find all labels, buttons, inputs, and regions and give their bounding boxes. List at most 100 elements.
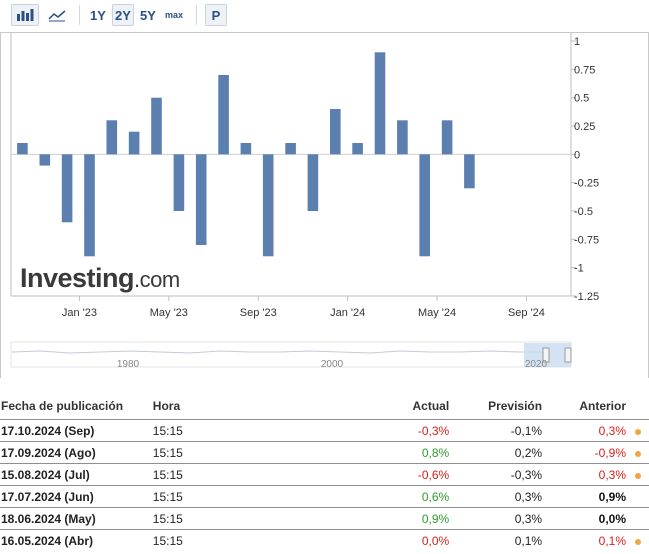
forecast-value: 0,2% (449, 441, 543, 464)
forecast-value: 0,3% (449, 507, 543, 530)
release-date: 17.07.2024 (Jun) (0, 485, 153, 508)
bar[interactable] (352, 143, 363, 155)
bar[interactable] (397, 120, 408, 155)
bar[interactable] (218, 75, 229, 155)
range-2y-button[interactable]: 2Y (112, 4, 134, 26)
y-tick-label: 0.25 (574, 121, 595, 133)
bar[interactable] (285, 143, 296, 155)
x-tick-label: Jan '24 (330, 307, 365, 319)
range-1y-button[interactable]: 1Y (90, 7, 106, 23)
range-max-button[interactable]: max (164, 10, 183, 20)
y-tick-label: -1.25 (574, 291, 599, 303)
table-row: 18.06.2024 (May) 15:15 0,9% 0,3% 0,0% (0, 507, 649, 530)
svg-text:Investing.com: Investing.com (20, 263, 180, 293)
x-tick-label: Sep '23 (240, 307, 277, 319)
table-row: 17.07.2024 (Jun) 15:15 0,6% 0,3% 0,9% (0, 485, 649, 508)
header-forecast: Previsión (488, 399, 543, 413)
bar[interactable] (173, 154, 185, 211)
range-5y-button[interactable]: 5Y (140, 7, 156, 23)
chart-toolbar: 1Y 2Y 5Y max P (0, 0, 649, 32)
release-time: 15:15 (152, 507, 323, 530)
toolbar-divider (79, 5, 80, 25)
y-tick-label: -0.25 (574, 178, 599, 190)
navigator-right-handle[interactable] (564, 347, 572, 363)
previous-value: 0,9% (542, 485, 626, 508)
actual-value: 0,9% (322, 507, 450, 530)
bar[interactable] (240, 143, 252, 155)
p-button[interactable]: P (205, 4, 227, 26)
y-tick-label: 0 (574, 149, 580, 161)
header-previous: Anterior (579, 399, 626, 413)
y-tick-label: 0.5 (574, 93, 589, 105)
release-date: 15.08.2024 (Jul) (0, 463, 153, 486)
bar[interactable] (151, 97, 162, 155)
bar[interactable] (262, 154, 274, 257)
bar[interactable] (17, 143, 28, 155)
header-time: Hora (152, 399, 181, 413)
bar[interactable] (39, 154, 51, 166)
navigator-label: 1980 (117, 359, 140, 370)
release-time: 15:15 (152, 529, 323, 551)
bar[interactable] (307, 154, 319, 211)
revised-dot-icon (634, 472, 641, 479)
bar[interactable] (106, 120, 118, 155)
release-time: 15:15 (152, 441, 323, 464)
bar[interactable] (61, 154, 73, 223)
table-row: 16.05.2024 (Abr) 15:15 0,0% 0,1% 0,1% (0, 529, 649, 551)
bar[interactable] (195, 154, 207, 245)
navigator-left-handle[interactable] (542, 347, 550, 363)
previous-value: 0,1% (542, 529, 626, 551)
table-row: 17.09.2024 (Ago) 15:15 0,8% 0,2% -0,9% (0, 441, 649, 464)
table-row: 15.08.2024 (Jul) 15:15 -0,6% -0,3% 0,3% (0, 463, 649, 486)
y-tick-label: -0.5 (574, 206, 593, 218)
forecast-value: -0,1% (449, 419, 543, 442)
forecast-value: -0,3% (449, 463, 543, 486)
header-date: Fecha de publicación (1, 399, 124, 413)
bar[interactable] (464, 154, 475, 189)
x-tick-label: Sep '24 (508, 307, 545, 319)
release-date: 17.10.2024 (Sep) (0, 419, 153, 442)
revised-dot-icon (634, 428, 641, 435)
x-tick-label: May '24 (418, 307, 456, 319)
actual-value: 0,8% (322, 441, 450, 464)
bar-chart-button[interactable] (11, 4, 39, 26)
line-chart-button[interactable] (43, 4, 71, 26)
navigator-label: 2000 (321, 359, 344, 370)
header-actual: Actual (412, 399, 450, 413)
actual-value: -0,3% (322, 419, 450, 442)
previous-value: 0,3% (542, 419, 626, 442)
release-time: 15:15 (152, 485, 323, 508)
bar[interactable] (84, 154, 95, 257)
revised-dot-icon (634, 450, 641, 457)
actual-value: -0,6% (322, 463, 450, 486)
investing-logo: Investing.com (20, 263, 180, 293)
actual-value: 0,0% (322, 529, 450, 551)
bar-chart-icon (17, 9, 34, 21)
bar[interactable] (374, 52, 386, 155)
navigator-label: 2020 (525, 359, 548, 370)
revised-dot-icon (634, 538, 641, 545)
line-chart-icon (48, 10, 66, 22)
history-table: Fecha de publicación Hora Actual Previsi… (0, 393, 649, 551)
table-header-row: Fecha de publicación Hora Actual Previsi… (0, 393, 649, 420)
forecast-value: 0,1% (449, 529, 543, 551)
bar-chart: 1 0.75 0.5 0.25 0 -0.25 -0.5 -0.75 -1 -1.25 Jan '… (10, 33, 599, 370)
release-time: 15:15 (152, 419, 323, 442)
forecast-value: 0,3% (449, 485, 543, 508)
range-navigator[interactable]: 1980 2000 2020 (10, 341, 572, 370)
y-tick-label: -0.75 (574, 234, 599, 246)
previous-value: 0,0% (542, 507, 626, 530)
table-row: 17.10.2024 (Sep) 15:15 -0,3% -0,1% 0,3% (0, 419, 649, 442)
actual-value: 0,6% (322, 485, 450, 508)
y-tick-label: 1 (574, 36, 580, 48)
bar[interactable] (330, 109, 341, 155)
toolbar-divider (196, 5, 197, 25)
bar[interactable] (128, 131, 140, 155)
bar[interactable] (441, 120, 453, 155)
previous-value: -0,9% (542, 441, 626, 464)
x-tick-label: Jan '23 (62, 307, 97, 319)
release-time: 15:15 (152, 463, 323, 486)
bar[interactable] (419, 154, 430, 257)
previous-value: 0,3% (542, 463, 626, 486)
release-date: 16.05.2024 (Abr) (0, 529, 153, 551)
